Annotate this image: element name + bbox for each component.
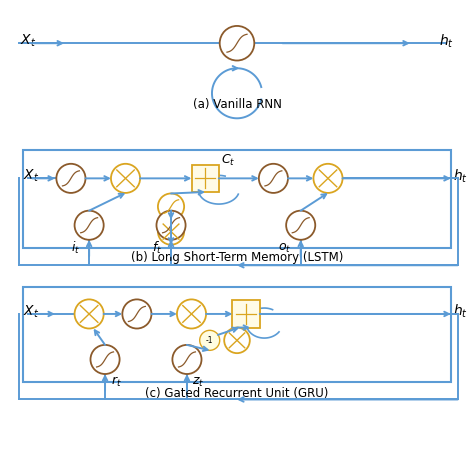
Text: $\mathit{f_t}$: $\mathit{f_t}$ [152,240,163,256]
Bar [23,287,451,382]
Bar [232,300,260,328]
Circle shape [200,330,220,350]
Circle shape [173,345,201,374]
Bar [23,150,451,248]
Text: $\mathit{X_t}$: $\mathit{X_t}$ [23,303,39,320]
Circle shape [224,328,250,353]
Text: $\mathit{i_t}$: $\mathit{i_t}$ [71,240,80,256]
Text: -1: -1 [206,336,213,345]
Text: (b) Long Short-Term Memory (LSTM): (b) Long Short-Term Memory (LSTM) [131,251,343,263]
Circle shape [74,211,104,240]
Bar [191,165,219,192]
Circle shape [156,211,186,240]
Text: $\mathit{h_t}$: $\mathit{h_t}$ [453,303,468,320]
Text: $\mathit{h_t}$: $\mathit{h_t}$ [439,32,455,50]
Text: $\mathit{X_t}$: $\mathit{X_t}$ [19,33,36,49]
Text: $\mathit{z_t}$: $\mathit{z_t}$ [192,376,204,389]
Circle shape [313,164,343,193]
Text: (a) Vanilla RNN: (a) Vanilla RNN [192,98,282,111]
Text: (c) Gated Recurrent Unit (GRU): (c) Gated Recurrent Unit (GRU) [146,387,328,400]
Circle shape [220,26,254,61]
Text: $\mathit{o_t}$: $\mathit{o_t}$ [278,242,292,254]
Text: $\mathit{X_t}$: $\mathit{X_t}$ [23,168,39,184]
Circle shape [74,299,104,329]
Text: $\mathit{h_t}$: $\mathit{h_t}$ [453,167,468,185]
Circle shape [56,164,85,193]
Circle shape [259,164,288,193]
Circle shape [91,345,119,374]
Circle shape [286,211,315,240]
Circle shape [111,164,140,193]
Text: $\mathit{r_t}$: $\mathit{r_t}$ [111,375,122,389]
Circle shape [158,193,184,220]
Circle shape [158,218,184,245]
Text: $\mathit{C_t}$: $\mathit{C_t}$ [221,152,236,168]
Circle shape [122,299,152,329]
Circle shape [177,299,206,329]
